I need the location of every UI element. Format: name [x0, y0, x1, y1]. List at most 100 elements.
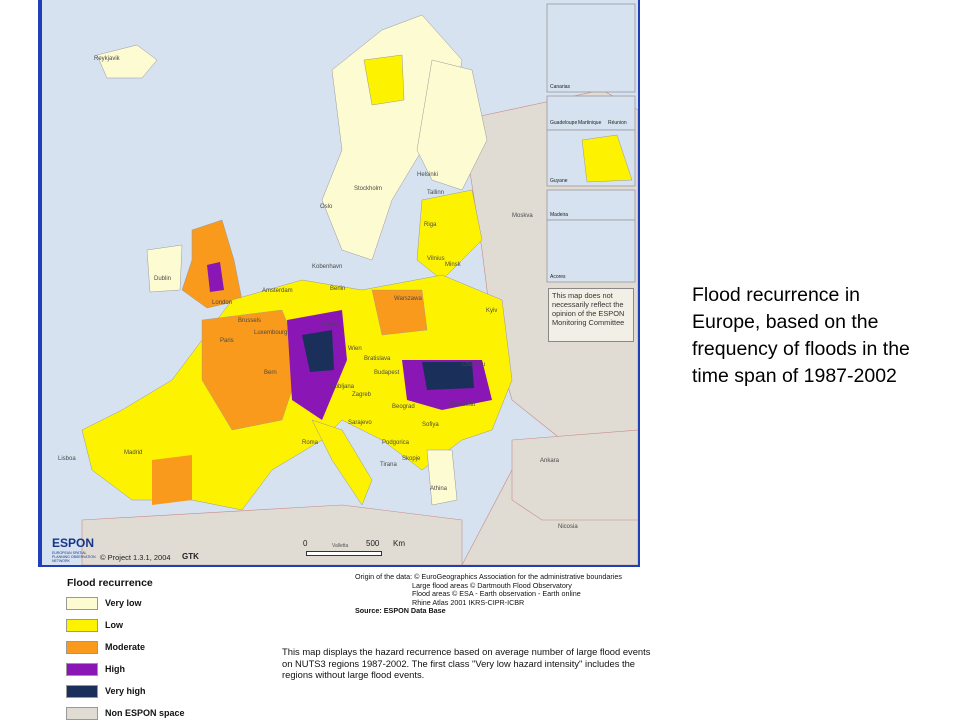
city-label: Madrid — [124, 450, 143, 456]
baltics — [416, 189, 483, 281]
italy — [311, 419, 373, 506]
city-label: Sarajevo — [348, 420, 372, 426]
france-moderate — [201, 309, 303, 431]
inset-dom — [546, 95, 636, 131]
poland-moderate — [371, 289, 428, 336]
map-canvas — [81, 3, 638, 565]
city-label: Athina — [430, 486, 448, 492]
city-label: Minsk — [445, 262, 461, 268]
north-africa — [81, 504, 463, 565]
map-disclaimer: This map does not necessarily reflect th… — [548, 288, 634, 342]
city-label: Amsterdam — [262, 288, 293, 294]
inset-canarias — [546, 3, 636, 93]
non-espon-turkey — [511, 429, 638, 521]
legend-label: Very low — [105, 598, 142, 608]
city-label: Bern — [264, 370, 277, 376]
iceland — [96, 44, 158, 79]
espon-logo-subtitle: EUROPEAN SPATIAL PLANNING OBSERVATION NE… — [52, 551, 96, 563]
scale-city-label: Valletta — [332, 543, 349, 549]
city-label: Beograd — [392, 404, 415, 410]
scandinavia — [321, 14, 463, 261]
legend-swatch — [66, 597, 98, 610]
city-label: Zagreb — [352, 392, 372, 398]
city-label: Sofiya — [422, 422, 439, 428]
guyane-land — [581, 134, 633, 183]
city-label: Bucuresti — [450, 402, 476, 408]
origin-line: Large flood areas © Dartmouth Flood Obse… — [412, 580, 572, 590]
city-label: Chisinau — [462, 362, 486, 368]
legend-label: Moderate — [105, 642, 146, 652]
scale-value: 500 — [366, 539, 380, 548]
origin-line: Rhine Atlas 2001 IKRS-CIPR-ICBR — [412, 597, 525, 607]
city-label: Praha — [322, 322, 339, 328]
city-label: Oslo — [320, 204, 333, 210]
project-copyright: © Project 1.3.1, 2004 — [100, 553, 171, 562]
legend-swatch — [66, 663, 98, 676]
scale-unit: Km — [393, 539, 405, 548]
city-label: Dublin — [154, 276, 172, 282]
origin-line: Origin of the data: © EuroGeographics As… — [355, 572, 622, 581]
gtk-logo: GTK — [182, 552, 199, 561]
city-label: Budapest — [374, 370, 400, 376]
iberia-moderate — [152, 455, 192, 505]
legend-label: Low — [105, 620, 123, 630]
slide-caption: Flood recurrence in Europe, based on the… — [692, 284, 910, 387]
city-label: Kyiv — [486, 308, 498, 314]
legend-swatch — [66, 685, 98, 698]
city-label: Warszawa — [394, 296, 422, 302]
central-veryhigh — [302, 330, 334, 372]
espon-logo: ESPON EUROPEAN SPATIAL PLANNING OBSERVAT… — [46, 536, 96, 564]
inset-madeira — [546, 189, 636, 221]
ireland — [146, 244, 183, 293]
city-label: Moskva — [512, 213, 533, 219]
city-label: Ljubljana — [330, 384, 355, 390]
inset-label: Canarias — [550, 84, 571, 90]
legend-label: Very high — [105, 686, 146, 696]
city-label: Stockholm — [354, 186, 383, 192]
inset-label: Martinique — [578, 120, 602, 126]
inset-label: Guadeloupe — [550, 120, 578, 126]
inset-label: Réunion — [608, 120, 627, 126]
city-label: Tirana — [380, 462, 397, 468]
data-source: Source: ESPON Data Base — [355, 606, 446, 616]
legend-title: Flood recurrence — [67, 577, 153, 589]
city-label: London — [212, 300, 233, 306]
espon-logo-text: ESPON — [52, 536, 95, 550]
city-label: Riga — [424, 222, 437, 228]
legend-swatch — [66, 619, 98, 632]
origin-line: Flood areas © ESA - Earth observation - … — [412, 589, 581, 599]
britain-high — [207, 262, 224, 292]
city-label: Helsinki — [417, 172, 439, 178]
legend-swatch — [66, 707, 98, 720]
legend-swatch — [66, 641, 98, 654]
city-label: Paris — [220, 338, 234, 344]
city-label: Nicosia — [558, 524, 578, 530]
city-label: Kobenhavn — [312, 264, 343, 270]
city-label: Podgorica — [382, 440, 410, 446]
scale-zero: 0 — [303, 539, 308, 548]
inset-label: Guyane — [550, 178, 568, 184]
scale-bar-line — [306, 551, 382, 556]
city-label: Lisboa — [58, 456, 76, 462]
city-label: Reykjavik — [94, 56, 120, 62]
city-label: Tallinn — [427, 190, 445, 196]
inset-label: Madeira — [550, 212, 569, 218]
north-yellow — [363, 54, 405, 106]
city-label: Ankara — [540, 458, 560, 464]
city-label: Wien — [348, 346, 362, 352]
romania-veryhigh — [422, 362, 474, 390]
city-label: Brussels — [238, 318, 262, 324]
city-label: Bratislava — [364, 356, 391, 362]
finland — [416, 59, 488, 191]
legend-label: High — [105, 664, 125, 674]
greece — [426, 449, 458, 506]
city-label: Roma — [302, 440, 319, 446]
map-description: This map displays the hazard recurrence … — [282, 646, 651, 681]
flood-map: Reykjavik Helsinki Stockholm Tallinn Rig… — [42, 0, 638, 565]
scale-bar: 0 Valletta 500 Km — [300, 538, 420, 564]
data-origin: Origin of the data: © EuroGeographics As… — [355, 572, 675, 616]
city-label: Berlin — [330, 286, 346, 292]
city-label: Luxembourg — [254, 330, 288, 336]
legend-label: Non ESPON space — [105, 708, 185, 718]
inset-label: Acores — [550, 274, 566, 280]
